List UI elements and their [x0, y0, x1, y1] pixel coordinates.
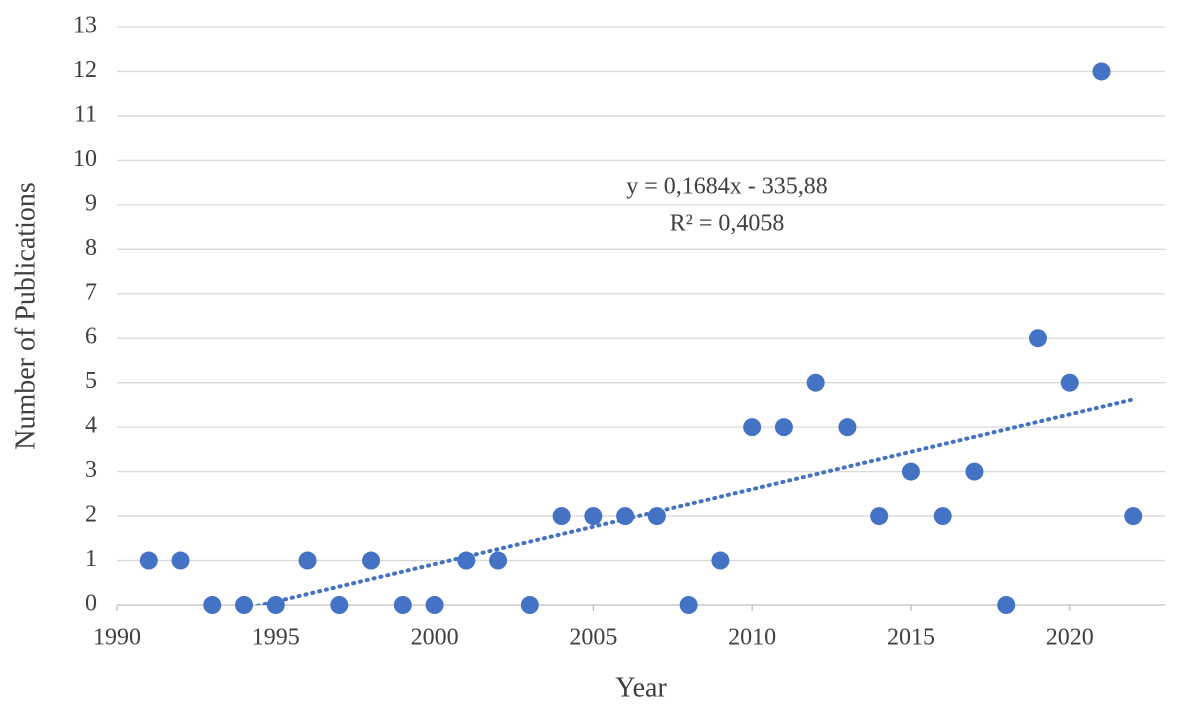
data-point	[774, 418, 793, 437]
data-point	[997, 596, 1016, 614]
trendline-equation: y = 0,1684x - 335,88	[626, 174, 828, 200]
data-point	[266, 596, 285, 614]
y-tick-label: 10	[73, 146, 97, 172]
y-tick-label: 9	[85, 190, 97, 216]
y-tick-label: 6	[85, 324, 97, 350]
data-point	[362, 551, 381, 570]
data-point	[425, 596, 444, 614]
data-point	[330, 596, 349, 614]
y-axis-title: Number of Publications	[10, 182, 41, 450]
data-point	[679, 596, 698, 614]
data-point	[616, 507, 635, 526]
y-tick-label: 4	[85, 413, 97, 439]
data-point	[1092, 62, 1111, 81]
x-tick-label: 2020	[1046, 625, 1094, 651]
data-point	[584, 507, 603, 526]
data-point	[552, 507, 571, 526]
y-tick-label: 1	[85, 546, 97, 572]
data-point	[393, 596, 412, 614]
data-point	[806, 373, 825, 392]
y-tick-label: 11	[74, 101, 97, 127]
data-point	[743, 418, 762, 437]
y-tick-label: 0	[85, 591, 97, 617]
y-tick-label: 12	[73, 57, 97, 83]
data-point	[1060, 373, 1079, 392]
data-point	[139, 551, 158, 570]
y-tick-label: 7	[85, 279, 97, 305]
data-point	[171, 551, 190, 570]
trendline-r2: R² = 0,4058	[670, 211, 785, 237]
trendline	[252, 397, 1136, 605]
data-point	[838, 418, 857, 437]
data-point	[298, 551, 317, 570]
x-tick-label: 2015	[887, 625, 935, 651]
x-tick-label: 2010	[728, 625, 776, 651]
data-point	[901, 462, 920, 481]
data-point	[489, 551, 508, 570]
data-point	[711, 551, 730, 570]
x-axis-title: Year	[615, 672, 667, 703]
y-tick-label: 13	[73, 13, 97, 39]
data-point	[870, 507, 889, 526]
data-point	[1028, 329, 1047, 348]
x-tick-label: 2000	[411, 625, 459, 651]
x-tick-label: 2005	[569, 625, 617, 651]
y-tick-label: 5	[85, 368, 97, 394]
y-tick-label: 3	[85, 457, 97, 483]
data-point	[1124, 507, 1143, 526]
data-point	[235, 596, 254, 614]
data-point	[647, 507, 666, 526]
data-point	[965, 462, 984, 481]
y-tick-label: 8	[85, 235, 97, 261]
y-tick-label: 2	[85, 502, 97, 528]
x-tick-label: 1990	[93, 625, 141, 651]
data-point	[520, 596, 539, 614]
x-tick-label: 1995	[252, 625, 300, 651]
data-point	[457, 551, 476, 570]
data-point	[933, 507, 952, 526]
data-point	[203, 596, 222, 614]
